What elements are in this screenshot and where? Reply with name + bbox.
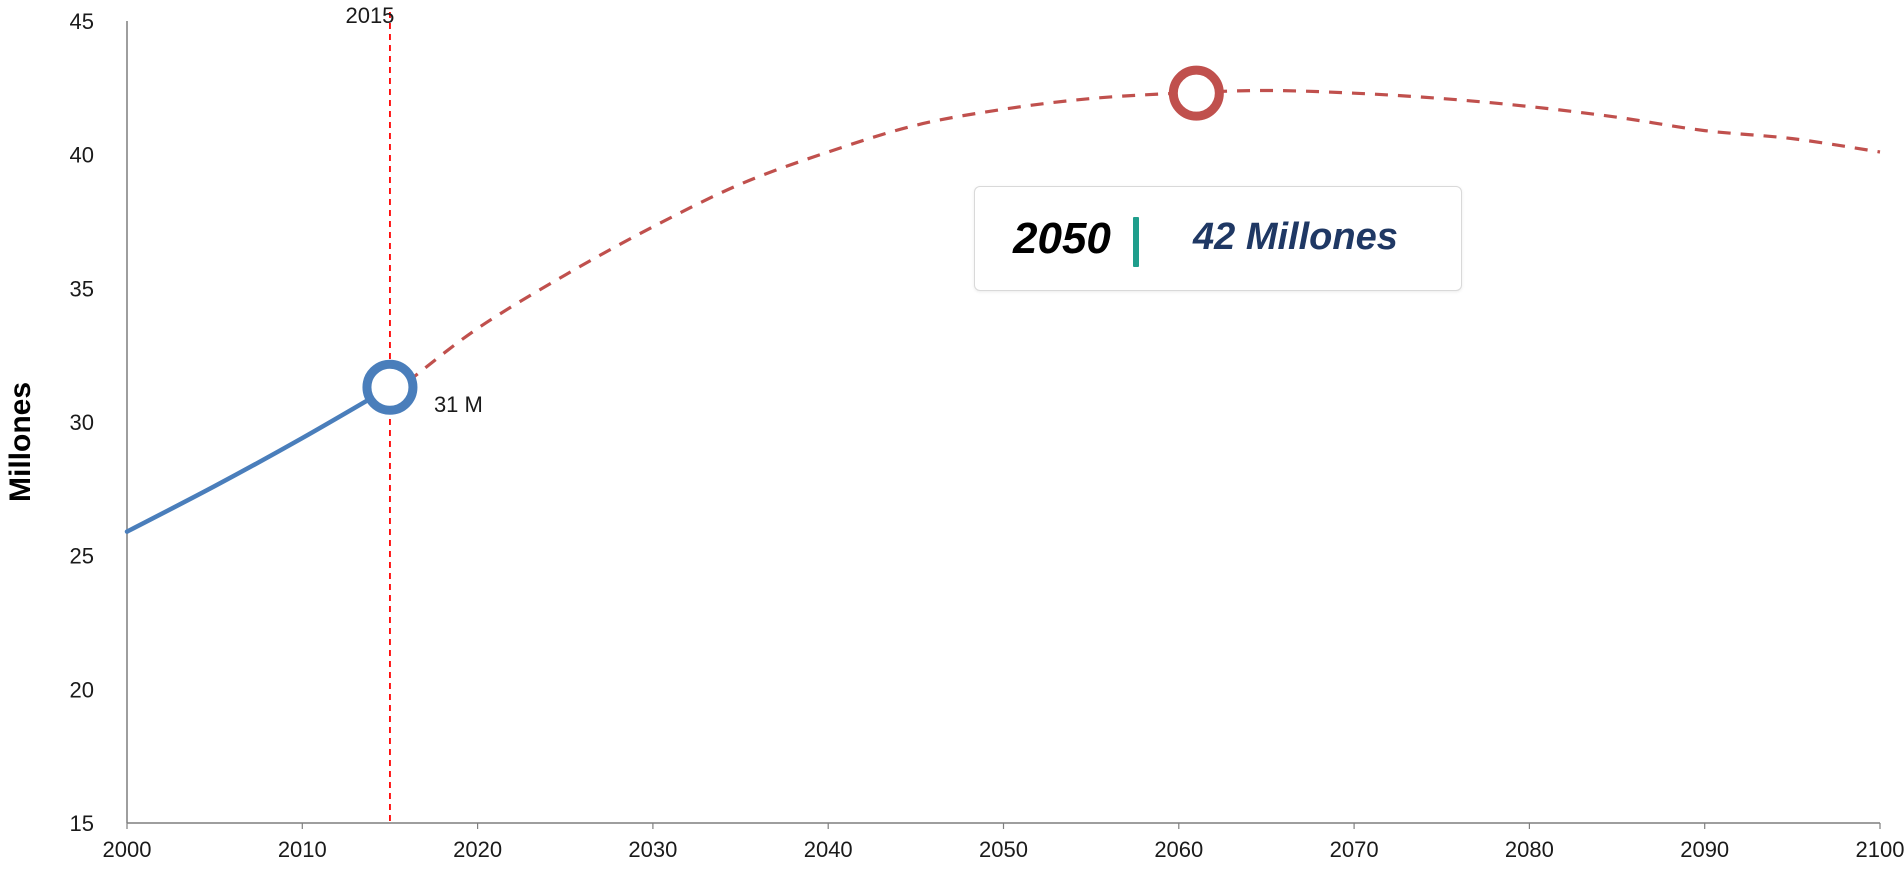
- x-tick-label: 2090: [1680, 837, 1729, 862]
- y-tick-label: 35: [70, 276, 94, 301]
- x-axis-ticks: 2000 2010 2020 2030 2040 2050 2060 2070 2080 2090…: [103, 823, 1904, 862]
- callout-separator: [1133, 217, 1139, 267]
- reference-line-label: 2015: [345, 3, 394, 28]
- y-tick-label: 25: [70, 544, 94, 569]
- current-value-marker: [362, 359, 418, 415]
- y-axis-title: Millones: [4, 382, 37, 502]
- x-tick-label: 2050: [979, 837, 1028, 862]
- x-tick-label: 2020: [453, 837, 502, 862]
- markers-group: 31 M: [362, 65, 1224, 417]
- peak-value-marker: [1168, 65, 1224, 121]
- x-tick-label: 2060: [1154, 837, 1203, 862]
- projection-series-line: [406, 88, 1881, 384]
- x-tick-label: 2080: [1505, 837, 1554, 862]
- callout-box: 2050 42 Millones: [974, 186, 1462, 291]
- x-tick-label: 2040: [804, 837, 853, 862]
- x-tick-label: 2070: [1330, 837, 1379, 862]
- series-group: [124, 88, 1881, 534]
- x-tick-label: 2010: [278, 837, 327, 862]
- y-tick-label: 40: [70, 143, 94, 168]
- current-value-label: 31 M: [434, 392, 483, 417]
- callout-value: 42 Millones: [1193, 216, 1398, 258]
- x-tick-label: 2100: [1856, 837, 1904, 862]
- x-tick-label: 2000: [103, 837, 152, 862]
- x-tick-label: 2030: [628, 837, 677, 862]
- y-tick-label: 20: [70, 677, 94, 702]
- historical-series-line: [124, 385, 393, 534]
- y-tick-label: 45: [70, 9, 94, 34]
- y-tick-label: 30: [70, 410, 94, 435]
- reference-line-group: 2015: [345, 3, 394, 823]
- y-axis-ticks: 15 20 25 30 35 40 45: [70, 9, 94, 836]
- y-tick-label: 15: [70, 811, 94, 836]
- callout-year: 2050: [1013, 214, 1111, 263]
